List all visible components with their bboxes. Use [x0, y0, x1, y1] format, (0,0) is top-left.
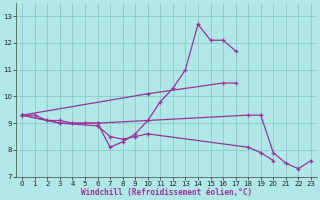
X-axis label: Windchill (Refroidissement éolien,°C): Windchill (Refroidissement éolien,°C) — [81, 188, 252, 197]
